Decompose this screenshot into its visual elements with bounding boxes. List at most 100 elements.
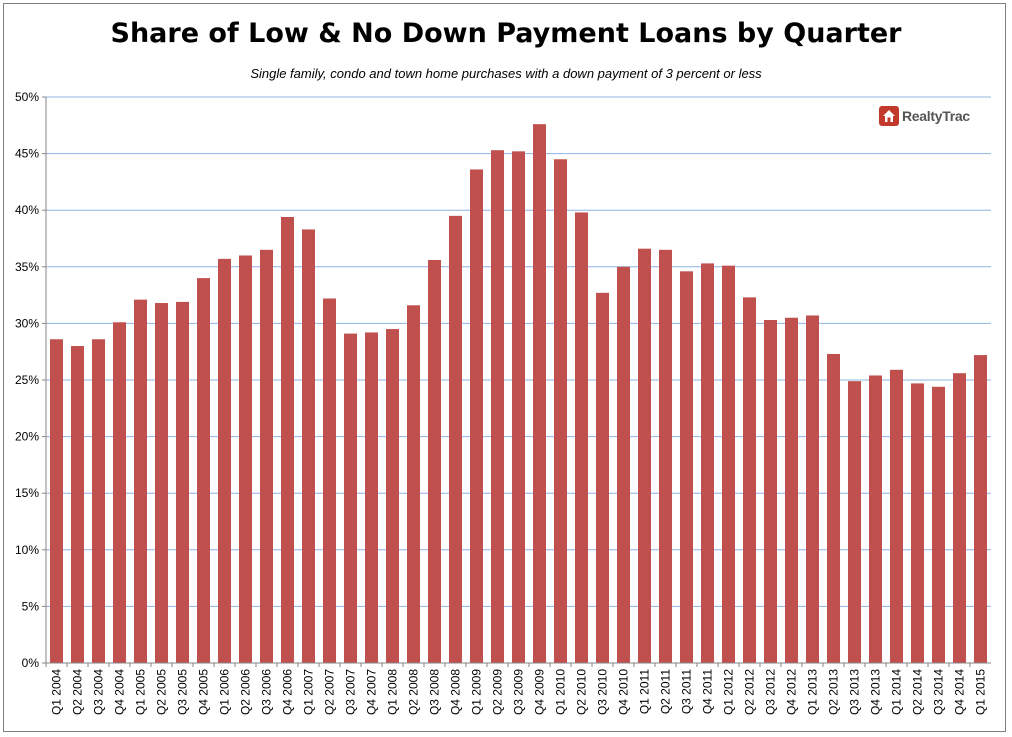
x-tick-label: Q1 2014 — [890, 669, 904, 715]
bar — [301, 229, 316, 663]
x-tick-label: Q2 2008 — [407, 669, 421, 715]
bar — [196, 278, 211, 663]
bar — [616, 266, 631, 663]
y-tick-label: 10% — [15, 543, 39, 557]
x-tick-label: Q4 2014 — [953, 669, 967, 715]
realtytrac-logo: RealtyTrac — [879, 106, 970, 126]
bar — [931, 386, 946, 663]
x-tick-label: Q4 2007 — [365, 669, 379, 715]
bar — [700, 263, 715, 663]
x-tick-label: Q1 2006 — [218, 669, 232, 715]
bar — [763, 320, 778, 663]
bar — [469, 169, 484, 663]
bar — [70, 346, 85, 663]
bar — [238, 255, 253, 664]
x-tick-label: Q3 2014 — [932, 669, 946, 715]
bar — [280, 216, 295, 663]
x-tick-label: Q2 2009 — [491, 669, 505, 715]
bar — [511, 151, 526, 663]
bar — [721, 265, 736, 663]
x-tick-label: Q2 2004 — [71, 669, 85, 715]
y-tick-label: 40% — [15, 203, 39, 217]
bar — [805, 315, 820, 663]
x-tick-label: Q1 2004 — [50, 669, 64, 715]
x-tick-label: Q3 2012 — [764, 669, 778, 715]
bar — [133, 299, 148, 663]
house-icon — [879, 106, 899, 126]
bar — [217, 258, 232, 663]
x-tick-label: Q2 2012 — [743, 669, 757, 715]
y-tick-label: 45% — [15, 147, 39, 161]
x-tick-label: Q1 2010 — [554, 669, 568, 715]
x-tick-label: Q4 2008 — [449, 669, 463, 715]
bar — [448, 215, 463, 664]
x-tick-label: Q3 2007 — [344, 669, 358, 715]
x-tick-label: Q1 2013 — [806, 669, 820, 715]
x-tick-label: Q3 2011 — [680, 669, 694, 714]
bar — [973, 355, 988, 663]
x-tick-label: Q3 2004 — [92, 669, 106, 715]
bar — [322, 298, 337, 663]
x-tick-label: Q1 2007 — [302, 669, 316, 715]
bar — [406, 305, 421, 663]
x-tick-label: Q3 2010 — [596, 669, 610, 715]
bar — [427, 260, 442, 663]
x-axis-ticks: Q1 2004 Q2 2004 Q3 2004 Q4 2004 Q1 2005 Q2 20… — [45, 663, 988, 715]
y-tick-label: 15% — [15, 486, 39, 500]
bar — [574, 212, 589, 664]
chart-subtitle: Single family, condo and town home purch… — [250, 66, 762, 81]
x-tick-label: Q3 2006 — [260, 669, 274, 715]
bar — [490, 150, 505, 664]
y-tick-label: 25% — [15, 373, 39, 387]
y-tick-label: 0% — [22, 656, 40, 670]
bar — [91, 339, 106, 663]
bar — [784, 317, 799, 663]
x-tick-label: Q2 2006 — [239, 669, 253, 715]
chart-title: Share of Low & No Down Payment Loans by … — [110, 18, 902, 49]
bar — [679, 271, 694, 663]
bar — [658, 249, 673, 663]
y-axis-ticks: 0% 5% 10% 15% 20% 25% 30% 35% 40% 45% 50% — [15, 90, 46, 670]
bar — [343, 333, 358, 663]
x-tick-label: Q2 2007 — [323, 669, 337, 715]
x-tick-label: Q1 2008 — [386, 669, 400, 715]
x-tick-label: Q1 2015 — [974, 669, 988, 715]
bar — [868, 375, 883, 663]
bar — [847, 381, 862, 663]
x-tick-label: Q1 2009 — [470, 669, 484, 715]
y-tick-label: 5% — [22, 599, 40, 613]
x-tick-label: Q2 2013 — [827, 669, 841, 715]
x-tick-label: Q4 2013 — [869, 669, 883, 715]
bar — [154, 303, 169, 663]
x-tick-label: Q4 2005 — [197, 669, 211, 715]
bar — [553, 159, 568, 663]
x-tick-label: Q4 2004 — [113, 669, 127, 715]
x-tick-label: Q3 2013 — [848, 669, 862, 715]
x-tick-label: Q1 2011 — [638, 669, 652, 714]
bar — [637, 248, 652, 664]
logo-text: RealtyTrac — [902, 108, 970, 124]
bar — [259, 249, 274, 663]
x-tick-label: Q4 2006 — [281, 669, 295, 715]
bar — [364, 332, 379, 663]
bar — [49, 339, 64, 663]
bar — [112, 322, 127, 663]
x-tick-label: Q4 2012 — [785, 669, 799, 715]
x-tick-label: Q3 2005 — [176, 669, 190, 715]
x-tick-label: Q1 2005 — [134, 669, 148, 715]
y-tick-label: 30% — [15, 316, 39, 330]
bar — [385, 329, 400, 663]
x-tick-label: Q3 2009 — [512, 669, 526, 715]
x-tick-label: Q2 2005 — [155, 669, 169, 715]
y-tick-label: 50% — [15, 90, 39, 104]
y-tick-label: 35% — [15, 260, 39, 274]
bar — [595, 292, 610, 663]
x-tick-label: Q2 2011 — [659, 669, 673, 714]
x-tick-label: Q4 2010 — [617, 669, 631, 715]
bar — [532, 124, 547, 664]
bar — [952, 373, 967, 663]
x-tick-label: Q4 2009 — [533, 669, 547, 715]
bars — [49, 124, 988, 664]
x-tick-label: Q2 2010 — [575, 669, 589, 715]
